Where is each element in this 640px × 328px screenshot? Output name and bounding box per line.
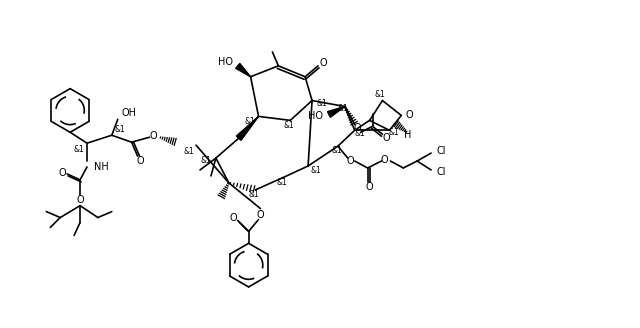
Text: &1: &1: [277, 178, 288, 187]
Text: &1: &1: [316, 99, 327, 108]
Text: OH: OH: [122, 109, 137, 118]
Text: HO: HO: [308, 112, 323, 121]
Text: Cl: Cl: [436, 167, 445, 177]
Text: &1: &1: [310, 166, 321, 175]
Text: O: O: [230, 213, 237, 222]
Text: O: O: [257, 210, 264, 219]
Text: O: O: [405, 111, 413, 120]
Text: O: O: [319, 58, 327, 68]
Text: O: O: [366, 182, 373, 192]
Text: O: O: [76, 195, 84, 205]
Text: O: O: [137, 156, 145, 166]
Polygon shape: [328, 107, 345, 117]
Text: &1: &1: [284, 121, 294, 130]
Text: O: O: [150, 131, 157, 141]
Text: &1: &1: [337, 104, 348, 113]
Text: &1: &1: [73, 145, 84, 154]
Text: O: O: [347, 156, 355, 166]
Text: Cl: Cl: [436, 146, 445, 156]
Text: &1: &1: [183, 147, 194, 155]
Polygon shape: [236, 63, 251, 77]
Text: O: O: [354, 123, 362, 133]
Text: HO: HO: [218, 57, 233, 67]
Text: O: O: [58, 168, 66, 178]
Polygon shape: [236, 116, 259, 140]
Text: &1: &1: [200, 155, 211, 165]
Text: &1: &1: [115, 125, 125, 134]
Text: &1: &1: [245, 117, 255, 126]
Text: NH: NH: [94, 162, 109, 172]
Text: &1: &1: [331, 146, 342, 154]
Text: &1: &1: [355, 129, 365, 138]
Text: O: O: [381, 155, 388, 165]
Text: H: H: [404, 130, 411, 140]
Text: O: O: [383, 133, 390, 143]
Text: &1: &1: [389, 128, 400, 137]
Text: &1: &1: [248, 190, 259, 199]
Text: &1: &1: [374, 90, 385, 99]
